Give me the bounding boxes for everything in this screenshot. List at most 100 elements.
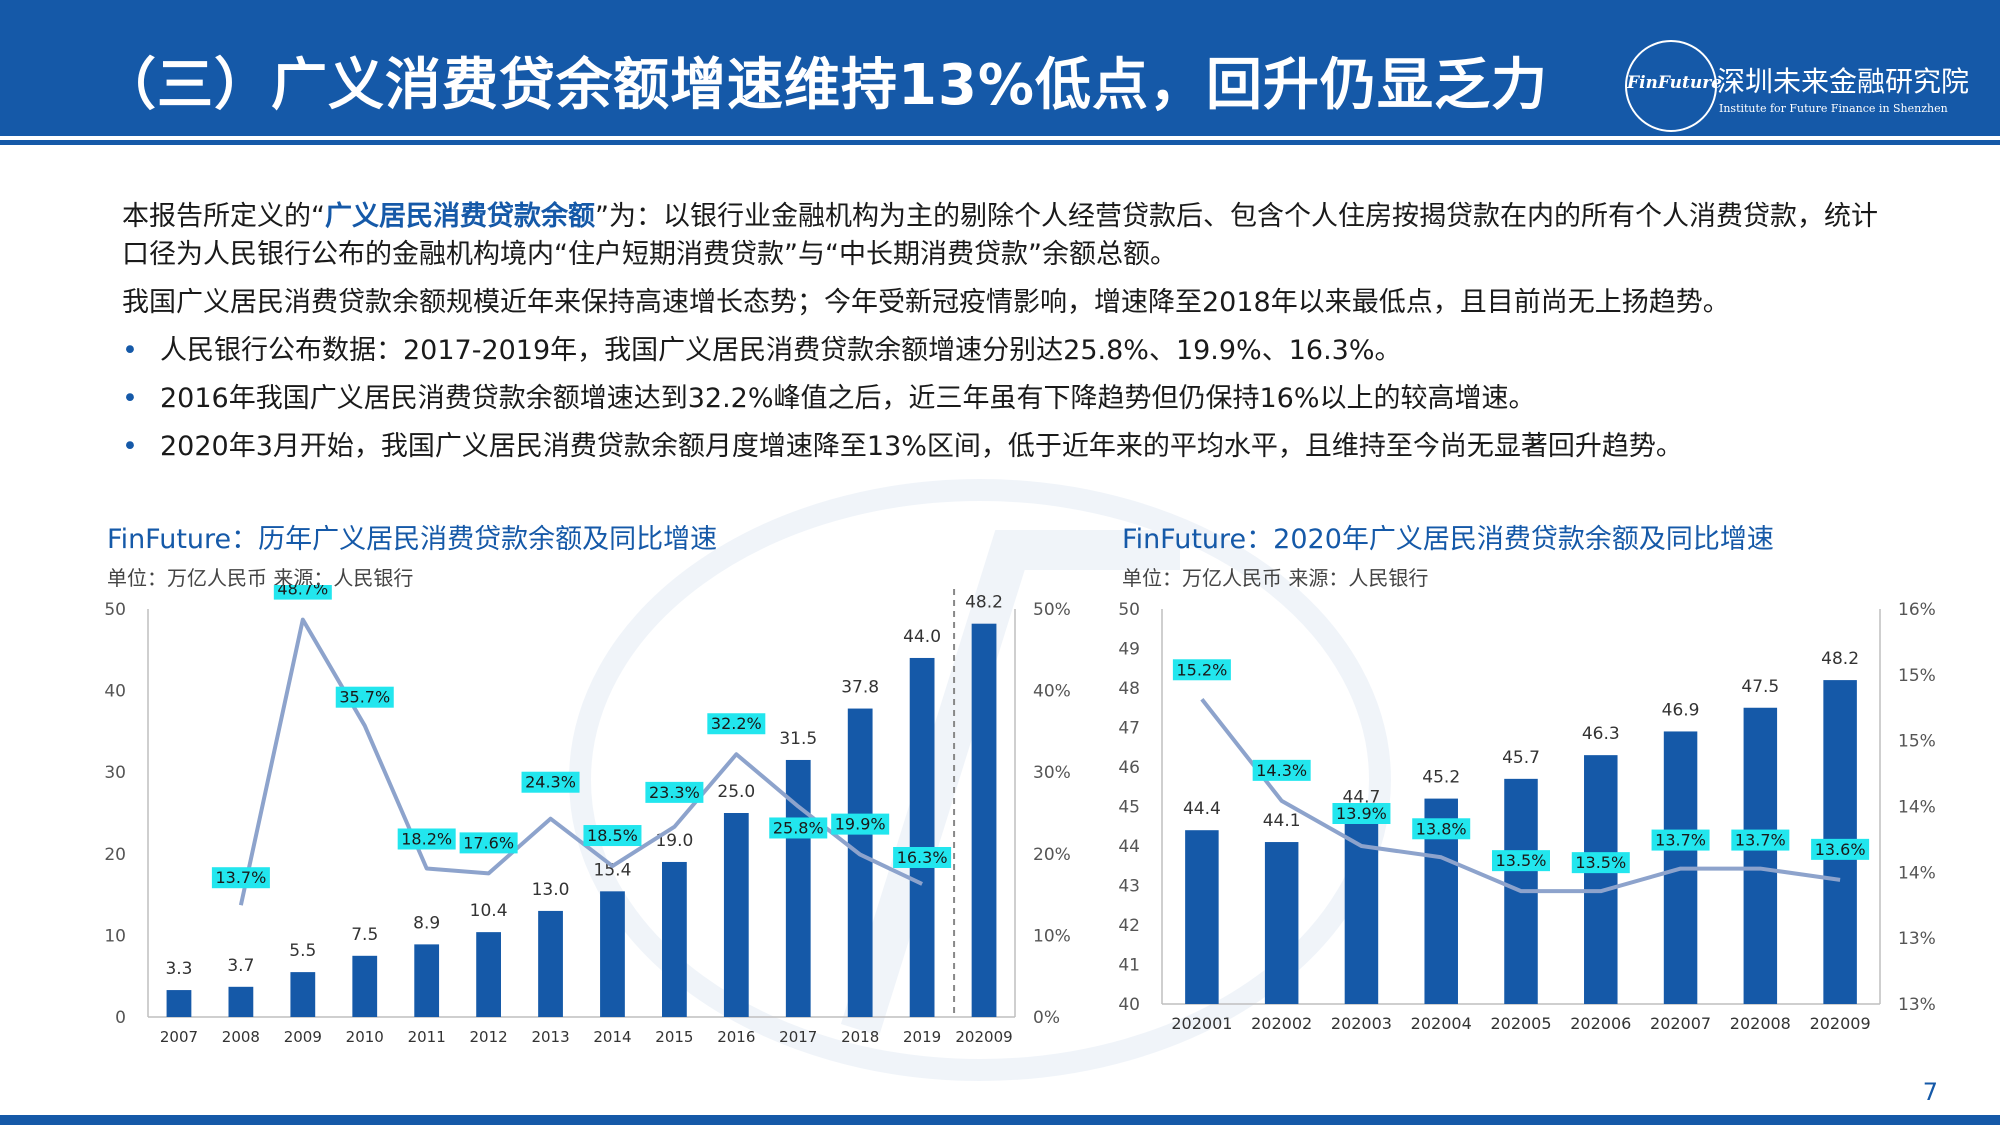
bar bbox=[971, 623, 997, 1017]
growth-label-bg bbox=[1571, 852, 1630, 874]
bar bbox=[662, 861, 687, 1017]
chart1-annual-balance-growth: 0 10 20 30 40 50 0% 10% 20% 30% 40% 50% 3.3 2007 3.7 20… bbox=[104, 585, 1071, 1046]
x-tick-label: 2012 bbox=[470, 1028, 508, 1046]
footer-bar bbox=[0, 1115, 2000, 1125]
y-tick-label-right: 13% bbox=[1898, 929, 1936, 949]
bullet-text: 2016年我国广义居民消费贷款余额增速达到32.2%峰值之后，近三年虽有下降趋势… bbox=[160, 383, 1536, 414]
y-tick-label-left: 40 bbox=[104, 682, 126, 702]
bar-value-label: 10.4 bbox=[470, 901, 508, 921]
growth-label: 17.6% bbox=[463, 833, 514, 852]
y-tick-label-left: 0 bbox=[115, 1008, 126, 1028]
bar-value-label: 5.5 bbox=[289, 941, 316, 961]
x-tick-label: 2009 bbox=[284, 1028, 322, 1046]
growth-line bbox=[238, 617, 923, 906]
x-tick-label: 2014 bbox=[593, 1028, 631, 1046]
logo-mark: FinFuture bbox=[1627, 73, 1723, 93]
bullet-text: 2020年3月开始，我国广义居民消费贷款余额月度增速降至13%区间，低于近年来的… bbox=[160, 431, 1683, 462]
logo-circle bbox=[1625, 40, 1717, 132]
bar bbox=[228, 986, 254, 1017]
growth-label-bg bbox=[459, 832, 518, 854]
y-tick-label-right: 0% bbox=[1033, 1008, 1060, 1028]
growth-label-bg bbox=[521, 771, 580, 793]
growth-label: 32.2% bbox=[711, 714, 762, 733]
bullet-text: 人民银行公布数据：2017-2019年，我国广义居民消费贷款余额增速分别达25.… bbox=[160, 335, 1402, 366]
growth-label: 23.3% bbox=[649, 783, 700, 802]
y-tick-label-left: 47 bbox=[1118, 719, 1140, 739]
y-tick-label-left: 43 bbox=[1118, 877, 1140, 897]
growth-line bbox=[1200, 698, 1841, 894]
x-tick-label: 202004 bbox=[1411, 1014, 1472, 1033]
y-tick-label-right: 13% bbox=[1898, 995, 1936, 1015]
bar bbox=[1584, 755, 1618, 1004]
growth-label: 13.6% bbox=[1815, 840, 1866, 859]
logo-name: 深圳未来金融研究院 bbox=[1717, 65, 1970, 98]
x-tick-label: 202008 bbox=[1730, 1014, 1791, 1033]
bar-value-label: 15.4 bbox=[594, 860, 632, 880]
growth-label: 16.3% bbox=[897, 848, 948, 867]
bar-value-label: 48.2 bbox=[965, 593, 1003, 613]
x-tick-label: 2016 bbox=[717, 1028, 755, 1046]
bullet-dot-icon: • bbox=[122, 335, 138, 366]
slide-title: （三）广义消费贷余额增速维持13%低点，回升仍显乏力 bbox=[100, 53, 1549, 118]
bar-value-label: 31.5 bbox=[779, 729, 817, 749]
x-tick-label: 202009 bbox=[1810, 1014, 1871, 1033]
growth-label: 18.2% bbox=[401, 829, 452, 848]
growth-label-bg bbox=[335, 686, 394, 708]
x-tick-label: 2018 bbox=[841, 1028, 879, 1046]
bar-value-label: 44.1 bbox=[1263, 811, 1301, 831]
bar bbox=[352, 955, 378, 1017]
y-tick-label-right: 40% bbox=[1033, 682, 1071, 702]
y-tick-label-right: 14% bbox=[1898, 863, 1936, 883]
definition-suffix: ”为：以银行业金融机构为主的剔除个人经营贷款后、包含个人住房按揭贷款在内的所有个… bbox=[122, 201, 1878, 270]
growth-label-bg bbox=[273, 585, 332, 600]
brand-logo: FinFuture 深圳未来金融研究院 Institute for Future… bbox=[1625, 40, 1990, 135]
title-underline bbox=[0, 140, 2000, 145]
y-tick-label-right: 10% bbox=[1033, 926, 1071, 946]
summary-paragraph: 我国广义居民消费贷款余额规模近年来保持高速增长态势；今年受新冠疫情影响，增速降至… bbox=[122, 287, 1730, 318]
bullet-item: • 2016年我国广义居民消费贷款余额增速达到32.2%峰值之后，近三年虽有下降趋… bbox=[122, 380, 1683, 428]
bar-value-label: 47.5 bbox=[1741, 677, 1779, 697]
bar-value-label: 44.0 bbox=[903, 627, 941, 647]
growth-label: 14.3% bbox=[1256, 761, 1307, 780]
definition-paragraph: 本报告所定义的“广义居民消费贷款余额”为：以银行业金融机构为主的剔除个人经营贷款… bbox=[122, 198, 1902, 274]
bar bbox=[414, 944, 440, 1017]
y-tick-label-left: 20 bbox=[104, 845, 126, 865]
y-tick-label-right: 16% bbox=[1898, 600, 1936, 620]
growth-label: 13.8% bbox=[1416, 819, 1467, 838]
y-tick-label-left: 42 bbox=[1118, 916, 1140, 936]
bar bbox=[290, 972, 316, 1017]
growth-label: 48.7% bbox=[277, 585, 328, 599]
growth-label-bg bbox=[893, 846, 952, 868]
growth-label-bg bbox=[1811, 838, 1870, 860]
growth-label: 13.9% bbox=[1336, 804, 1387, 823]
bar-value-label: 46.9 bbox=[1662, 700, 1700, 720]
x-tick-label: 2010 bbox=[346, 1028, 384, 1046]
chart1-subtitle: 单位：万亿人民币 来源：人民银行 bbox=[107, 566, 414, 590]
bar-value-label: 19.0 bbox=[655, 831, 693, 851]
y-tick-label-right: 20% bbox=[1033, 845, 1071, 865]
y-tick-label-left: 48 bbox=[1118, 679, 1140, 699]
bullet-item: • 2020年3月开始，我国广义居民消费贷款余额月度增速降至13%区间，低于近年来… bbox=[122, 428, 1683, 476]
growth-label: 18.5% bbox=[587, 826, 638, 845]
y-tick-label-right: 30% bbox=[1033, 763, 1071, 783]
y-tick-label-right: 50% bbox=[1033, 600, 1071, 620]
page-number: 7 bbox=[1922, 1078, 1938, 1106]
bar-value-label: 3.7 bbox=[227, 956, 254, 976]
bar-value-label: 7.5 bbox=[351, 925, 378, 945]
growth-label-bg bbox=[583, 825, 642, 847]
growth-label-bg bbox=[211, 867, 270, 889]
bar bbox=[1743, 707, 1778, 1004]
growth-label-bg bbox=[397, 828, 456, 850]
definition-prefix: 本报告所定义的“ bbox=[122, 201, 325, 232]
logo-subtitle: Institute for Future Finance in Shenzhen bbox=[1719, 102, 1948, 115]
y-tick-label-left: 10 bbox=[104, 926, 126, 946]
chart2-subtitle: 单位：万亿人民币 来源：人民银行 bbox=[1122, 566, 1429, 590]
bar bbox=[723, 813, 749, 1017]
growth-label: 13.7% bbox=[1735, 831, 1786, 850]
growth-label-bg bbox=[769, 817, 828, 839]
chart1-title: FinFuture：历年广义居民消费贷款余额及同比增速 bbox=[107, 524, 718, 555]
x-tick-label: 2007 bbox=[160, 1028, 198, 1046]
growth-label: 13.7% bbox=[215, 868, 266, 887]
y-tick-label-right: 14% bbox=[1898, 798, 1936, 818]
bullet-dot-icon: • bbox=[122, 383, 138, 414]
